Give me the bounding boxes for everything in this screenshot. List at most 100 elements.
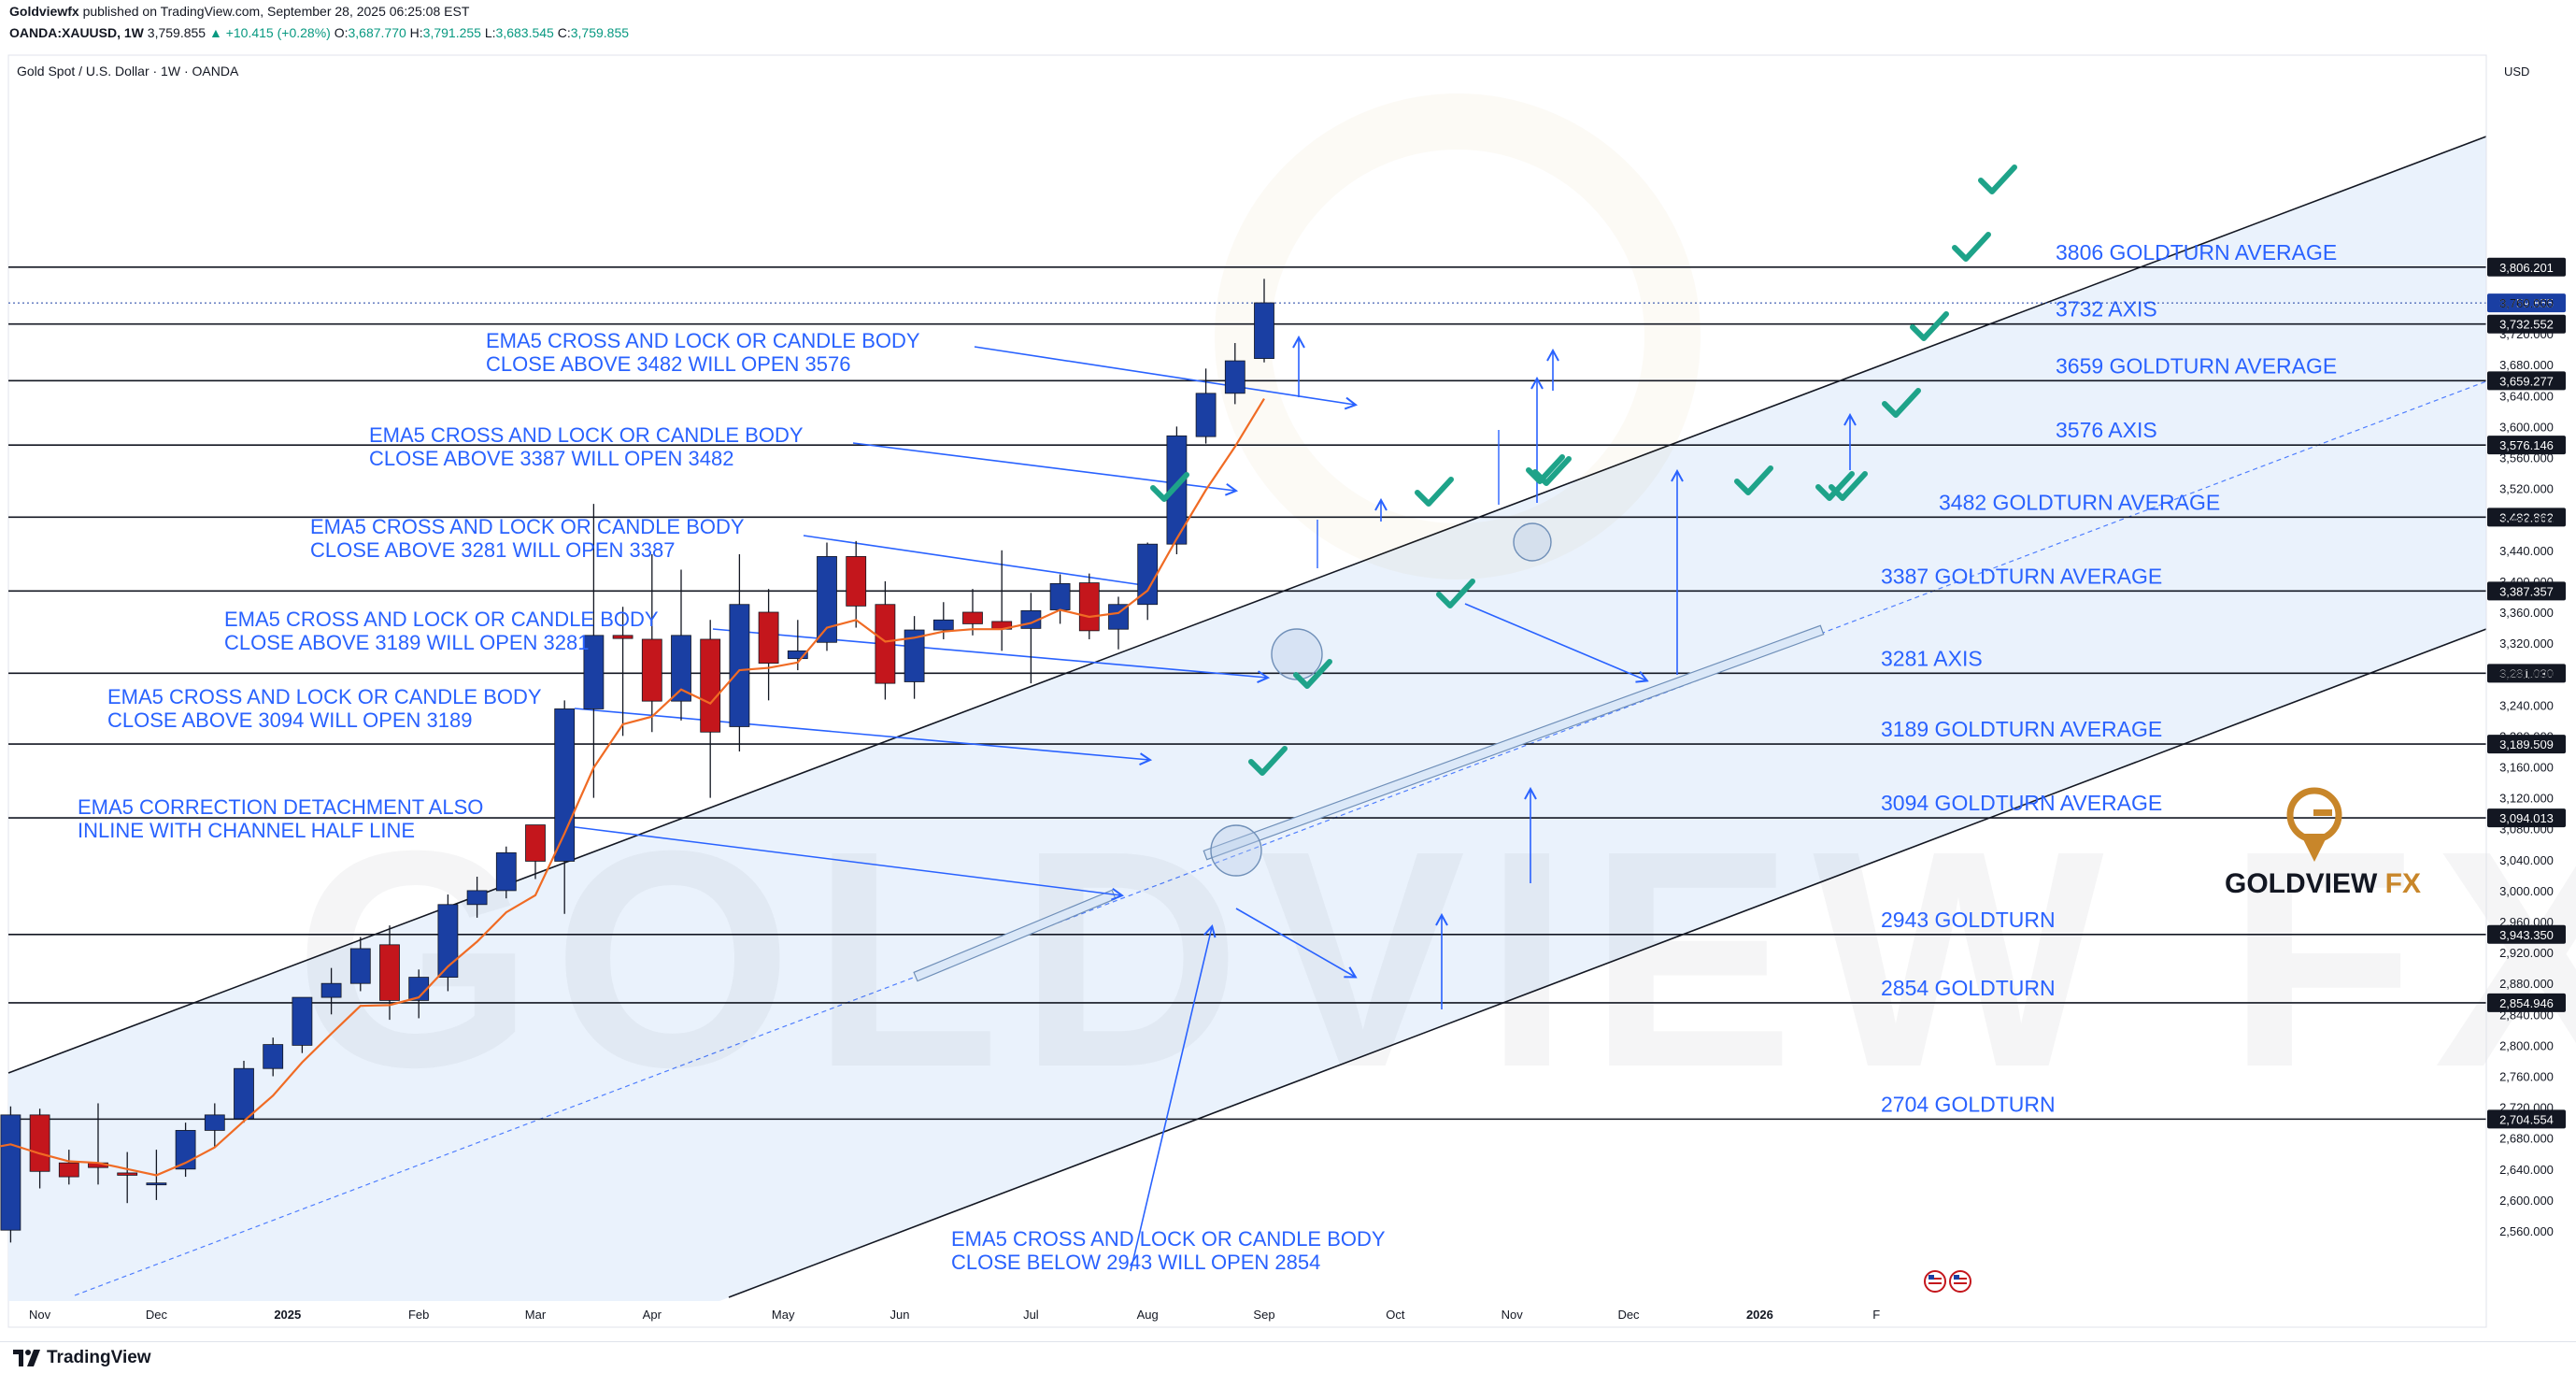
candle-up [1254,302,1274,359]
time-tick-label: Apr [643,1308,662,1322]
watermark-layer: GOLDVIEW FX [294,93,2576,1131]
price-tick-label: 2,800.000 [2499,1038,2554,1052]
level-label: 2704 GOLDTURN [1881,1092,2056,1116]
candles [0,279,1274,1243]
level-price-badge [2487,993,2566,1012]
level-label: 3576 AXIS [2056,418,2157,442]
symbol-name[interactable]: OANDA:XAUUSD, 1W [9,25,144,40]
level-label: 3482 GOLDTURN AVERAGE [1939,490,2220,514]
price-tick-label: 2,880.000 [2499,977,2554,991]
price-tick-label: 3,360.000 [2499,606,2554,620]
candle-down [117,1172,138,1176]
open-label: O: [334,25,349,40]
currency-label[interactable]: USD [2504,64,2529,79]
half-line-box-right [1203,624,1825,861]
low-value: 3,683.545 [495,25,554,40]
candle-down [962,611,983,624]
highlight-circle [1271,628,1323,680]
us-flag-stripe [1954,1282,1967,1284]
annotation-arrow [574,708,1149,760]
high-value: 3,791.255 [422,25,481,40]
check-icon [1910,311,1949,341]
candle-up [146,1182,167,1186]
current-price-badge-text: 3,759.855 [2499,296,2554,310]
level-price-badge-text: 3,659.277 [2499,374,2554,388]
price-tick-label: 3,160.000 [2499,761,2554,775]
price-tick-label: 3,040.000 [2499,853,2554,867]
price-tick-label: 2,600.000 [2499,1194,2554,1208]
channel-lower-line [728,628,2487,1298]
price-tick-label: 3,600.000 [2499,420,2554,434]
watermark-logo-mark [1215,93,1701,579]
price-chart[interactable]: GOLDVIEW FX 3806 GOLDTURN AVERAGE 3,806.2… [0,0,2576,1341]
goldview-logo-bar [2313,809,2332,816]
level-label: 2943 GOLDTURN [1881,908,2056,932]
level-price-badge [2487,664,2566,683]
check-icon [1532,456,1572,486]
annotation-text: CLOSE BELOW 2943 WILL OPEN 2854 [951,1251,1320,1274]
check-icon [1882,388,1921,418]
annotation-arrow [803,535,1149,586]
candle-down [700,638,721,733]
level-price-badge-text: 2,854.946 [2499,996,2554,1010]
annotation-text: CLOSE ABOVE 3387 WILL OPEN 3482 [369,447,734,470]
price-tick-label: 3,680.000 [2499,358,2554,372]
check-icon [1150,472,1189,502]
tradingview-brand: TradingView [47,1348,151,1367]
check-icon [1815,471,1855,501]
price-tick-label: 2,720.000 [2499,1101,2554,1115]
publisher-name[interactable]: Goldviewfx [9,4,79,19]
price-channel [7,136,2487,1301]
goldview-logo-accent: FX [2377,868,2421,899]
candle-up [671,635,691,702]
level-label: 3189 GOLDTURN AVERAGE [1881,717,2162,741]
watermark-text: GOLDVIEW FX [294,786,2576,1131]
level-price-badge-text: 3,576.146 [2499,438,2554,452]
candle-up [1108,604,1129,630]
time-tick-label: 2026 [1746,1308,1773,1322]
us-flag-icon [1924,1270,1946,1293]
annotation-text: EMA5 CROSS AND LOCK OR CANDLE BODY [369,423,804,447]
candle-up [583,635,605,709]
time-axis[interactable]: JulAugSepOctNovDec2025FebMarAprMayJunJul… [0,1270,1971,1322]
candle-up [349,948,371,984]
time-tick-label: Oct [1386,1308,1405,1322]
level-label: 3387 GOLDTURN AVERAGE [1881,564,2162,588]
time-tick-label: Jul [1023,1308,1039,1322]
candle-up [466,890,488,906]
channel-half-line [74,380,2487,1296]
check-icon [1526,454,1565,484]
footer: TradingView [0,1341,2576,1373]
check-icon [1734,465,1773,495]
annotation-arrow [1464,603,1646,680]
annotation-text: CLOSE ABOVE 3281 WILL OPEN 3387 [310,538,676,562]
level-price-badge [2487,436,2566,455]
ema5-line [0,398,1265,1177]
price-tick-label: 2,640.000 [2499,1163,2554,1177]
candle-up [320,982,342,998]
price-tick-label: 3,320.000 [2499,636,2554,651]
goldview-logo-text: GOLDVIEW FX [2225,868,2421,899]
drawing-tools [560,338,1850,1272]
price-change: ▲ +10.415 (+0.28%) [208,25,331,40]
price-axis[interactable]: 2,560.000 2,600.000 2,640.000 2,680.000 2,72… [2485,55,2554,1327]
price-tick-label: 3,440.000 [2499,544,2554,558]
close-label: C: [557,25,571,40]
level-price-badge [2487,581,2566,601]
candle-down [612,635,633,639]
highlight-circle [1210,824,1262,877]
time-tick-label: May [772,1308,795,1322]
candle-down [641,638,662,702]
candle-up [932,619,954,631]
check-marks [1150,164,2017,776]
goldview-logo: GOLDVIEW FX [2225,787,2421,899]
us-flag-canton [1954,1275,1959,1280]
tradingview-logo[interactable]: TradingView [13,1348,151,1368]
annotation-text: EMA5 CROSS AND LOCK OR CANDLE BODY [310,515,745,538]
candle-up [437,904,459,978]
candle-up [1224,360,1245,394]
candle-up [495,851,517,892]
price-tick-label: 2,760.000 [2499,1070,2554,1084]
time-tick-label: 2025 [274,1308,301,1322]
us-flag-canton [1928,1275,1934,1280]
